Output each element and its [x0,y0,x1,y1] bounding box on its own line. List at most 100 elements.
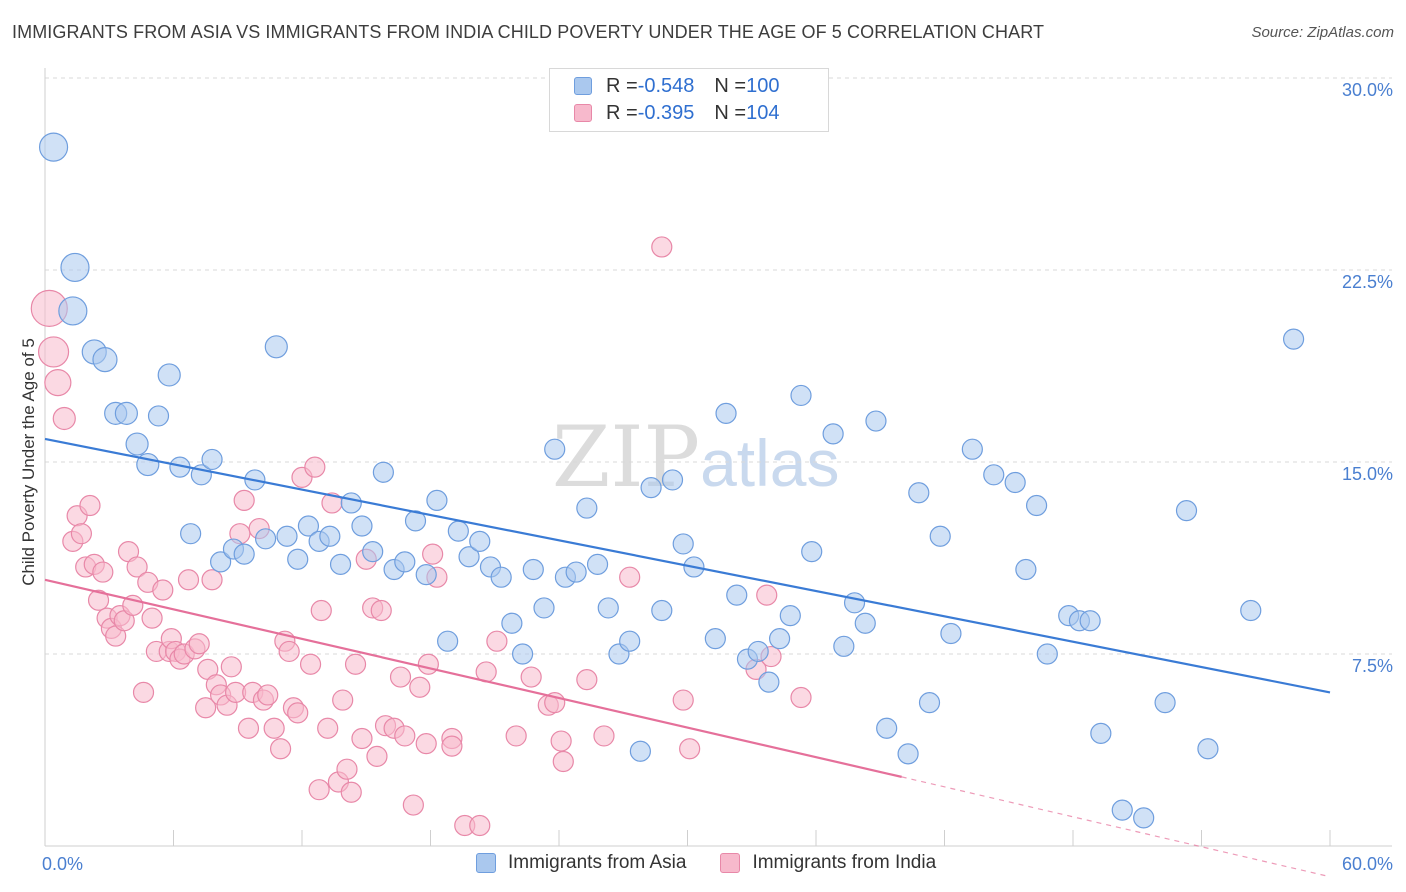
asia-point [576,497,598,519]
asia-points [38,132,1305,829]
asia-point [522,558,544,581]
india-point [790,686,812,709]
legend-row-asia: R = -0.548 N = 100 [574,73,779,99]
gridlines [45,77,1392,655]
india-point [177,569,200,591]
asia-point [790,384,812,407]
india-point [152,579,174,601]
legend-item-india[interactable]: Immigrants from India [720,852,936,874]
asia-swatch [476,853,496,873]
india-point [79,494,101,517]
india-point [87,589,110,611]
india-point [310,599,332,622]
asia-point [1036,643,1058,665]
india-point [340,781,362,803]
asia-point [929,525,951,547]
asia-point [372,461,394,483]
asia-point [1282,328,1305,350]
asia-point [1090,722,1112,744]
asia-point [779,604,801,627]
asia-point [1154,692,1176,714]
asia-point [533,597,555,619]
india-point [351,727,373,750]
asia-point [210,551,232,573]
india-point [679,738,701,760]
india-point [402,794,424,816]
india-point [422,543,444,565]
asia-point [651,599,673,622]
india-swatch [720,853,741,873]
x-tick-label: 60.0% [1342,854,1393,874]
india-point [132,681,155,704]
asia-point [758,671,780,693]
india-point [409,676,431,698]
asia-point [458,546,480,568]
asia-point [661,469,684,491]
asia-point [362,540,384,563]
asia-point [233,543,255,565]
asia-point [629,740,651,762]
axes [44,68,1392,847]
india-point [263,717,285,739]
india-point [257,684,279,706]
x-tick-label: 0.0% [42,854,83,874]
asia-point [619,630,641,652]
india-point [336,758,358,780]
asia-point [565,561,587,583]
asia-point [287,548,309,570]
asia-point [897,743,919,765]
asia-point [961,438,983,460]
legend-item-asia[interactable]: Immigrants from Asia [476,852,686,874]
asia-point [254,528,277,550]
india-point [233,489,255,511]
asia-point [908,482,930,504]
india-point [651,236,673,258]
india-point [619,566,641,588]
legend-label-india: Immigrants from India [752,852,937,873]
india-point [44,369,72,397]
y-axis-label: Child Poverty Under the Age of 5 [19,338,38,586]
y-tick-label: 22.5% [1342,272,1393,292]
india-point [92,561,114,583]
india-trend-line [44,578,902,778]
asia-point [822,423,844,445]
asia-point [918,692,941,714]
asia-point [180,523,202,545]
india-point [308,779,330,801]
chart-title: IMMIGRANTS FROM ASIA VS IMMIGRANTS FROM … [12,22,1045,42]
asia-point [437,630,459,652]
asia-point [415,564,437,586]
asia-point [843,592,866,614]
axis-labels: 7.5% 15.0% 22.5% 30.0% 0.0% 60.0% Child Povert… [19,80,1393,874]
india-point [415,732,437,755]
asia-point [1079,610,1101,632]
asia-point [147,405,170,427]
asia-point [1111,799,1133,821]
india-point [195,697,217,719]
india-point [486,630,508,652]
asia-point [114,401,138,425]
n-label: N = [714,74,747,97]
india-point [389,666,412,688]
india-point [237,717,260,739]
india-point [332,689,354,711]
india-point [756,584,778,606]
y-tick-label: 30.0% [1342,80,1393,100]
india-trend-extension [901,776,1331,878]
asia-point [586,553,609,576]
r-label: R = [606,101,638,124]
legend-label-asia: Immigrants from Asia [508,852,687,873]
asia-point [276,525,298,547]
asia-point [640,477,662,499]
asia-point [60,252,90,283]
asia-point [726,584,748,606]
asia-point [983,464,1005,486]
india-point [593,725,615,747]
asia-trend-line [44,437,1331,694]
asia-point [1004,471,1026,494]
asia-point [672,533,694,555]
india-points [30,236,812,837]
asia-point [319,525,341,547]
asia-point [854,612,876,634]
asia-point [404,510,427,532]
